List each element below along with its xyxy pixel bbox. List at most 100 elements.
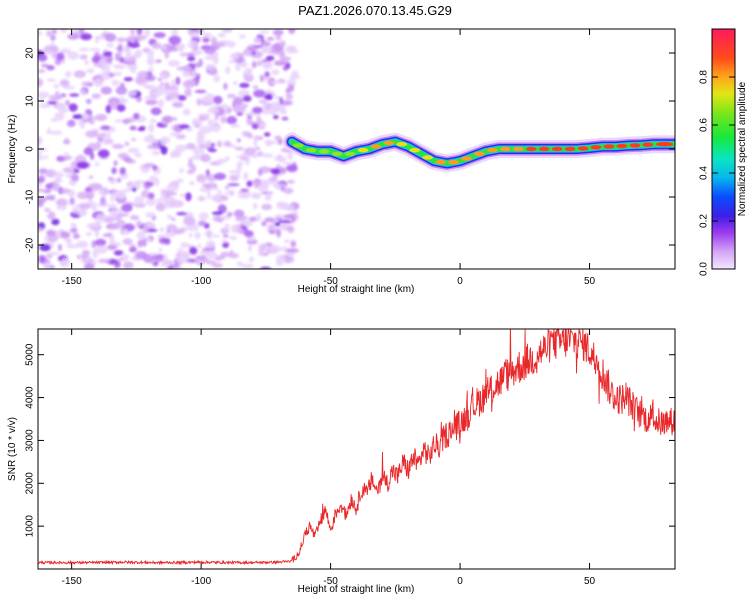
snr-x-axis-label: Height of straight line (km) — [298, 584, 415, 595]
noise-speckle — [111, 143, 124, 149]
noise-speckle — [60, 29, 68, 34]
ridge-hotspot — [435, 160, 447, 165]
noise-speckle — [115, 219, 126, 228]
colorbar-tick-label: 0.0 — [699, 262, 710, 276]
noise-speckle — [102, 233, 113, 237]
noise-speckle — [94, 113, 108, 122]
noise-speckle — [263, 132, 271, 137]
noise-speckle — [148, 123, 155, 133]
noise-speckle — [281, 204, 295, 210]
ridge-hotspot — [538, 146, 550, 152]
noise-speckle — [191, 49, 203, 56]
noise-speckle — [86, 223, 100, 229]
noise-speckle — [224, 223, 230, 232]
noise-speckle — [196, 243, 202, 249]
noise-speckle — [212, 262, 223, 268]
noise-speckle — [270, 168, 281, 175]
noise-speckle — [285, 93, 293, 100]
noise-speckle — [83, 263, 95, 269]
snr-y-tick-label: 3000 — [25, 429, 36, 452]
noise-speckle — [147, 192, 155, 200]
noise-speckle — [227, 183, 240, 187]
noise-speckle — [185, 143, 196, 150]
noise-speckle — [216, 140, 223, 148]
noise-speckle — [85, 130, 99, 138]
noise-speckle — [282, 66, 288, 71]
spectrogram-y-tick-label: 10 — [25, 95, 36, 107]
snr-y-axis-label: SNR (10 * v/v) — [7, 417, 18, 481]
noise-speckle — [274, 96, 280, 100]
noise-speckle — [104, 32, 117, 42]
colorbar-tick-label: 0.8 — [699, 70, 710, 84]
noise-speckle — [282, 100, 294, 106]
noise-speckle — [232, 96, 244, 106]
noise-speckle — [100, 133, 106, 137]
noise-speckle — [56, 52, 65, 61]
noise-speckle — [240, 188, 249, 192]
spectrogram-y-tick-label: -10 — [25, 189, 36, 204]
noise-speckle — [80, 33, 92, 41]
ridge-hotspot — [409, 148, 421, 153]
noise-speckle — [226, 40, 236, 48]
noise-speckle — [262, 153, 274, 158]
noise-speckle — [217, 190, 222, 194]
noise-speckle — [161, 73, 168, 81]
noise-speckle — [175, 76, 181, 86]
noise-speckle — [123, 77, 133, 82]
noise-speckle — [38, 78, 44, 87]
snr-y-ticks: 1000 2000 3000 4000 5000 — [25, 343, 675, 537]
colorbar-label: Normalized spectral amplitude — [737, 81, 748, 216]
noise-speckle — [160, 262, 173, 268]
noise-speckle — [100, 72, 111, 81]
noise-speckle — [286, 248, 300, 253]
noise-speckle — [152, 139, 159, 145]
noise-speckle — [100, 125, 111, 130]
noise-speckle — [43, 50, 55, 54]
noise-speckle — [155, 59, 162, 63]
noise-speckle — [214, 172, 226, 180]
noise-speckle — [52, 171, 64, 178]
noise-speckle — [135, 49, 143, 56]
noise-speckle — [113, 160, 118, 167]
noise-speckle — [38, 255, 46, 263]
snr-background — [38, 329, 675, 569]
noise-speckle — [91, 55, 101, 64]
noise-speckle — [159, 137, 167, 146]
noise-speckle — [278, 220, 291, 224]
noise-speckle — [280, 185, 285, 192]
snr-x-tick-label: 0 — [457, 576, 463, 587]
spectrogram-y-tick-label: 0 — [25, 146, 36, 152]
noise-speckle — [60, 48, 72, 54]
ridge-hotspot — [461, 156, 472, 161]
noise-speckle — [224, 185, 230, 190]
noise-speckle — [87, 191, 94, 201]
noise-speckle — [129, 64, 137, 74]
noise-speckle — [94, 141, 101, 151]
noise-speckle — [236, 138, 241, 143]
noise-speckle — [194, 231, 201, 240]
noise-speckle — [122, 188, 132, 193]
noise-speckle — [166, 229, 172, 233]
noise-speckle — [122, 48, 132, 53]
noise-speckle — [269, 244, 281, 253]
noise-speckle — [38, 175, 46, 183]
ridge-hotspot — [422, 155, 434, 160]
noise-speckle — [45, 262, 51, 269]
noise-speckle — [164, 232, 176, 238]
noise-speckle — [166, 183, 179, 193]
noise-speckle — [184, 88, 192, 97]
noise-speckle — [120, 228, 129, 235]
noise-speckle — [56, 198, 68, 207]
noise-speckle — [261, 220, 267, 227]
noise-speckle-layer — [38, 29, 301, 269]
noise-speckle — [206, 93, 213, 98]
noise-speckle — [146, 49, 155, 58]
noise-speckle — [76, 161, 89, 169]
noise-speckle — [265, 140, 278, 145]
noise-speckle — [232, 80, 238, 86]
noise-speckle — [109, 209, 118, 219]
noise-speckle — [191, 154, 203, 161]
noise-speckle — [94, 161, 100, 167]
noise-speckle — [51, 218, 60, 226]
noise-speckle — [118, 43, 123, 53]
